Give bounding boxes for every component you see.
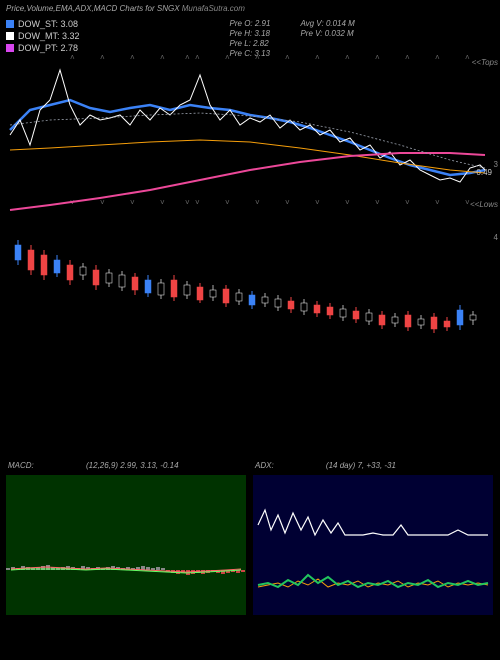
legend-swatch <box>6 20 14 28</box>
brand-text: MunafaSutra.com <box>182 4 245 13</box>
title-text: Price,Volume,EMA,ADX,MACD Charts for SNG… <box>6 4 180 13</box>
svg-text:˄: ˄ <box>465 53 470 62</box>
price-chart: ˄˄˄˄˄˄˄˄˄˄˄˄˄˄˄˅˅˅˅˅˅˅˅˅˅˅˅˅˅˅ 3 0.49 <<… <box>0 50 500 220</box>
legend-swatch <box>6 32 14 40</box>
legend-item: DOW_MT: 3.32 <box>6 31 80 41</box>
svg-text:˅: ˅ <box>375 198 380 207</box>
svg-text:˅: ˅ <box>435 198 440 207</box>
stat-item: Pre L: 2.82 <box>230 39 271 48</box>
svg-text:˅: ˅ <box>160 198 165 207</box>
vol-ytick: 4 <box>494 233 498 242</box>
svg-text:˄: ˄ <box>195 53 200 62</box>
macd-panel: MACD: (12,26,9) 2.99, 3.13, -0.14 <box>6 475 247 615</box>
svg-text:˅: ˅ <box>405 198 410 207</box>
volume-chart: 4 <box>0 225 500 345</box>
adx-panel: ADX: (14 day) 7, +33, -31 <box>253 475 494 615</box>
adx-label: ADX: <box>255 461 274 470</box>
lows-label: <<Lows <box>470 200 498 209</box>
macd-values: (12,26,9) 2.99, 3.13, -0.14 <box>86 461 179 470</box>
price-svg: ˄˄˄˄˄˄˄˄˄˄˄˄˄˄˄˅˅˅˅˅˅˅˅˅˅˅˅˅˅˅ <box>0 50 500 220</box>
macd-title: MACD: (12,26,9) 2.99, 3.13, -0.14 <box>8 461 179 470</box>
svg-text:˄: ˄ <box>405 53 410 62</box>
legend-label: DOW_ST: 3.08 <box>18 19 78 29</box>
tops-label: <<Tops <box>472 58 498 67</box>
macd-svg <box>6 475 246 615</box>
svg-text:˄: ˄ <box>315 53 320 62</box>
legend-item: DOW_ST: 3.08 <box>6 19 80 29</box>
svg-text:˄: ˄ <box>130 53 135 62</box>
svg-text:˄: ˄ <box>255 53 260 62</box>
chart-title: Price,Volume,EMA,ADX,MACD Charts for SNG… <box>6 4 494 13</box>
adx-title: ADX: (14 day) 7, +33, -31 <box>255 461 396 470</box>
svg-text:˄: ˄ <box>160 53 165 62</box>
svg-text:˅: ˅ <box>225 198 230 207</box>
svg-text:˅: ˅ <box>130 198 135 207</box>
macd-label: MACD: <box>8 461 34 470</box>
svg-text:˄: ˄ <box>225 53 230 62</box>
stat-item: Avg V: 0.014 M <box>300 19 354 28</box>
volume-svg <box>0 225 500 345</box>
adx-svg <box>253 475 493 615</box>
svg-text:˄: ˄ <box>435 53 440 62</box>
svg-text:˄: ˄ <box>285 53 290 62</box>
stat-item: Pre V: 0.032 M <box>300 29 354 38</box>
svg-text:˅: ˅ <box>195 198 200 207</box>
stat-item: Pre O: 2.91 <box>230 19 271 28</box>
svg-text:˅: ˅ <box>100 198 105 207</box>
y-tick-3: 3 <box>494 160 498 169</box>
svg-text:˄: ˄ <box>70 53 75 62</box>
svg-text:˄: ˄ <box>185 53 190 62</box>
price-annotation: 0.49 <box>476 168 492 177</box>
svg-text:˅: ˅ <box>185 198 190 207</box>
svg-text:˅: ˅ <box>285 198 290 207</box>
stat-item: Pre H: 3.18 <box>230 29 271 38</box>
indicator-row: MACD: (12,26,9) 2.99, 3.13, -0.14 ADX: (… <box>6 475 494 615</box>
svg-text:˅: ˅ <box>315 198 320 207</box>
svg-text:˄: ˄ <box>100 53 105 62</box>
adx-values: (14 day) 7, +33, -31 <box>326 461 396 470</box>
svg-text:˄: ˄ <box>345 53 350 62</box>
svg-text:˄: ˄ <box>375 53 380 62</box>
legend-label: DOW_MT: 3.32 <box>18 31 80 41</box>
svg-text:˅: ˅ <box>345 198 350 207</box>
svg-text:˅: ˅ <box>255 198 260 207</box>
